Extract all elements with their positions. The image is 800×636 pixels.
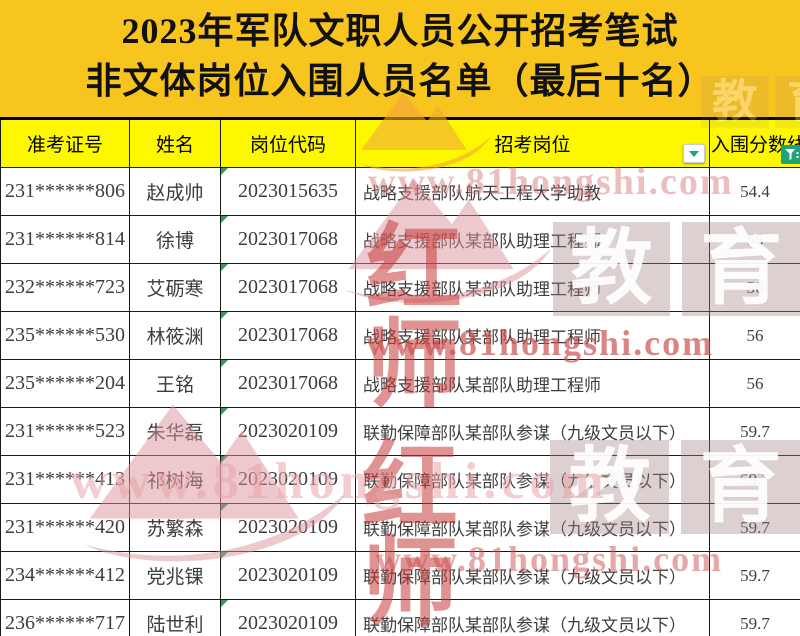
number-stored-as-text-marker [221, 504, 228, 511]
title-banner: 2023年军队文职人员公开招考笔试 非文体岗位入围人员名单（最后十名） [0, 0, 800, 117]
cell-admission-no: 236******717 [0, 599, 130, 636]
number-stored-as-text-marker [221, 264, 228, 271]
cell-post-code: 2023017068 [220, 215, 356, 264]
cell-admission-no: 235******204 [0, 359, 130, 408]
number-stored-as-text-marker [221, 360, 228, 367]
cell-post: 联勤保障部队某部队参谋（九级文员以下） [355, 599, 710, 636]
cell-name: 王铭 [129, 359, 221, 408]
cell-post: 战略支援部队某部队助理工程师 [355, 263, 710, 312]
cell-post-code: 2023020109 [220, 503, 356, 552]
cell-post-code: 2023017068 [220, 359, 356, 408]
number-stored-as-text-marker [221, 312, 228, 319]
table-row: 235******204 王铭 2023017068 战略支援部队某部队助理工程… [0, 359, 800, 408]
cell-post-code: 2023015635 [220, 167, 356, 216]
table-row: 231******814 徐博 2023017068 战略支援部队某部队助理工程… [0, 215, 800, 264]
table-row: 231******420 苏繁森 2023020109 联勤保障部队某部队参谋（… [0, 503, 800, 552]
number-stored-as-text-marker [221, 168, 228, 175]
cell-score: 56 [709, 311, 800, 360]
number-stored-as-text-marker [221, 600, 228, 607]
number-stored-as-text-marker [221, 408, 228, 415]
cell-name: 祁树海 [129, 455, 221, 504]
cell-name: 徐博 [129, 215, 221, 264]
col-header-name: 姓名 [129, 118, 221, 168]
chevron-down-icon [689, 150, 699, 157]
cell-post-code: 2023020109 [220, 551, 356, 600]
funnel-icon [785, 148, 799, 160]
cell-admission-no: 231******806 [0, 167, 130, 216]
cell-admission-no: 231******413 [0, 455, 130, 504]
cell-post: 联勤保障部队某部队参谋（九级文员以下） [355, 407, 710, 456]
cell-post: 战略支援部队某部队助理工程师 [355, 311, 710, 360]
number-stored-as-text-marker [221, 456, 228, 463]
cell-post-code: 2023020109 [220, 455, 356, 504]
table-row: 234******412 党兆锞 2023020109 联勤保障部队某部队参谋（… [0, 551, 800, 600]
filter-dropdown-button[interactable] [683, 144, 705, 163]
cell-post: 战略支援部队航天工程大学助教 [355, 167, 710, 216]
results-table: 准考证号 姓名 岗位代码 招考岗位 入围分数线 [0, 117, 800, 636]
table-body: 231******806 赵成帅 2023015635 战略支援部队航天工程大学… [0, 167, 800, 636]
cell-name: 陆世利 [129, 599, 221, 636]
col-header-post-label: 招考岗位 [494, 135, 571, 156]
cell-post-code: 2023020109 [220, 407, 356, 456]
cell-score: 59.7 [709, 455, 800, 504]
cell-admission-no: 234******412 [0, 551, 130, 600]
cell-admission-no: 232******723 [0, 263, 130, 312]
table-row: 235******530 林筱渊 2023017068 战略支援部队某部队助理工… [0, 311, 800, 360]
cell-score: 59.7 [709, 503, 800, 552]
col-header-post: 招考岗位 [355, 118, 710, 168]
cell-score: 59.7 [709, 599, 800, 636]
cell-admission-no: 231******814 [0, 215, 130, 264]
title-line-2: 非文体岗位入围人员名单（最后十名） [85, 61, 715, 101]
cell-name: 苏繁森 [129, 503, 221, 552]
cell-post: 联勤保障部队某部队参谋（九级文员以下） [355, 503, 710, 552]
cell-score: 56 [709, 263, 800, 312]
table-row: 232******723 艾砺寒 2023017068 战略支援部队某部队助理工… [0, 263, 800, 312]
col-header-admission-no: 准考证号 [0, 118, 130, 168]
cell-score: 54.4 [709, 167, 800, 216]
cell-post-code: 2023020109 [220, 599, 356, 636]
cell-admission-no: 231******523 [0, 407, 130, 456]
cell-name: 党兆锞 [129, 551, 221, 600]
table-row: 231******523 朱华磊 2023020109 联勤保障部队某部队参谋（… [0, 407, 800, 456]
cell-score: 56 [709, 359, 800, 408]
table-row: 231******413 祁树海 2023020109 联勤保障部队某部队参谋（… [0, 455, 800, 504]
cell-post-code: 2023017068 [220, 311, 356, 360]
header-row: 准考证号 姓名 岗位代码 招考岗位 入围分数线 [0, 118, 800, 168]
cell-score: 59.7 [709, 551, 800, 600]
cell-post-code: 2023017068 [220, 263, 356, 312]
cell-score: 56 [709, 215, 800, 264]
table-row: 231******806 赵成帅 2023015635 战略支援部队航天工程大学… [0, 167, 800, 216]
col-header-score-line-label: 入围分数线 [711, 135, 800, 156]
col-header-post-code: 岗位代码 [220, 118, 356, 168]
cell-post: 联勤保障部队某部队参谋（九级文员以下） [355, 551, 710, 600]
col-header-score-line: 入围分数线 [709, 118, 800, 168]
cell-name: 朱华磊 [129, 407, 221, 456]
cell-admission-no: 231******420 [0, 503, 130, 552]
cell-name: 艾砺寒 [129, 263, 221, 312]
cell-admission-no: 235******530 [0, 311, 130, 360]
number-stored-as-text-marker [221, 552, 228, 559]
filter-active-button[interactable] [781, 145, 800, 164]
title-line-1: 2023年军队文职人员公开招考笔试 [121, 11, 679, 51]
cell-post: 战略支援部队某部队助理工程师 [355, 215, 710, 264]
cell-score: 59.7 [709, 407, 800, 456]
cell-name: 赵成帅 [129, 167, 221, 216]
cell-name: 林筱渊 [129, 311, 221, 360]
number-stored-as-text-marker [221, 216, 228, 223]
cell-post: 联勤保障部队某部队参谋（九级文员以下） [355, 455, 710, 504]
table-row: 236******717 陆世利 2023020109 联勤保障部队某部队参谋（… [0, 599, 800, 636]
cell-post: 战略支援部队某部队助理工程师 [355, 359, 710, 408]
